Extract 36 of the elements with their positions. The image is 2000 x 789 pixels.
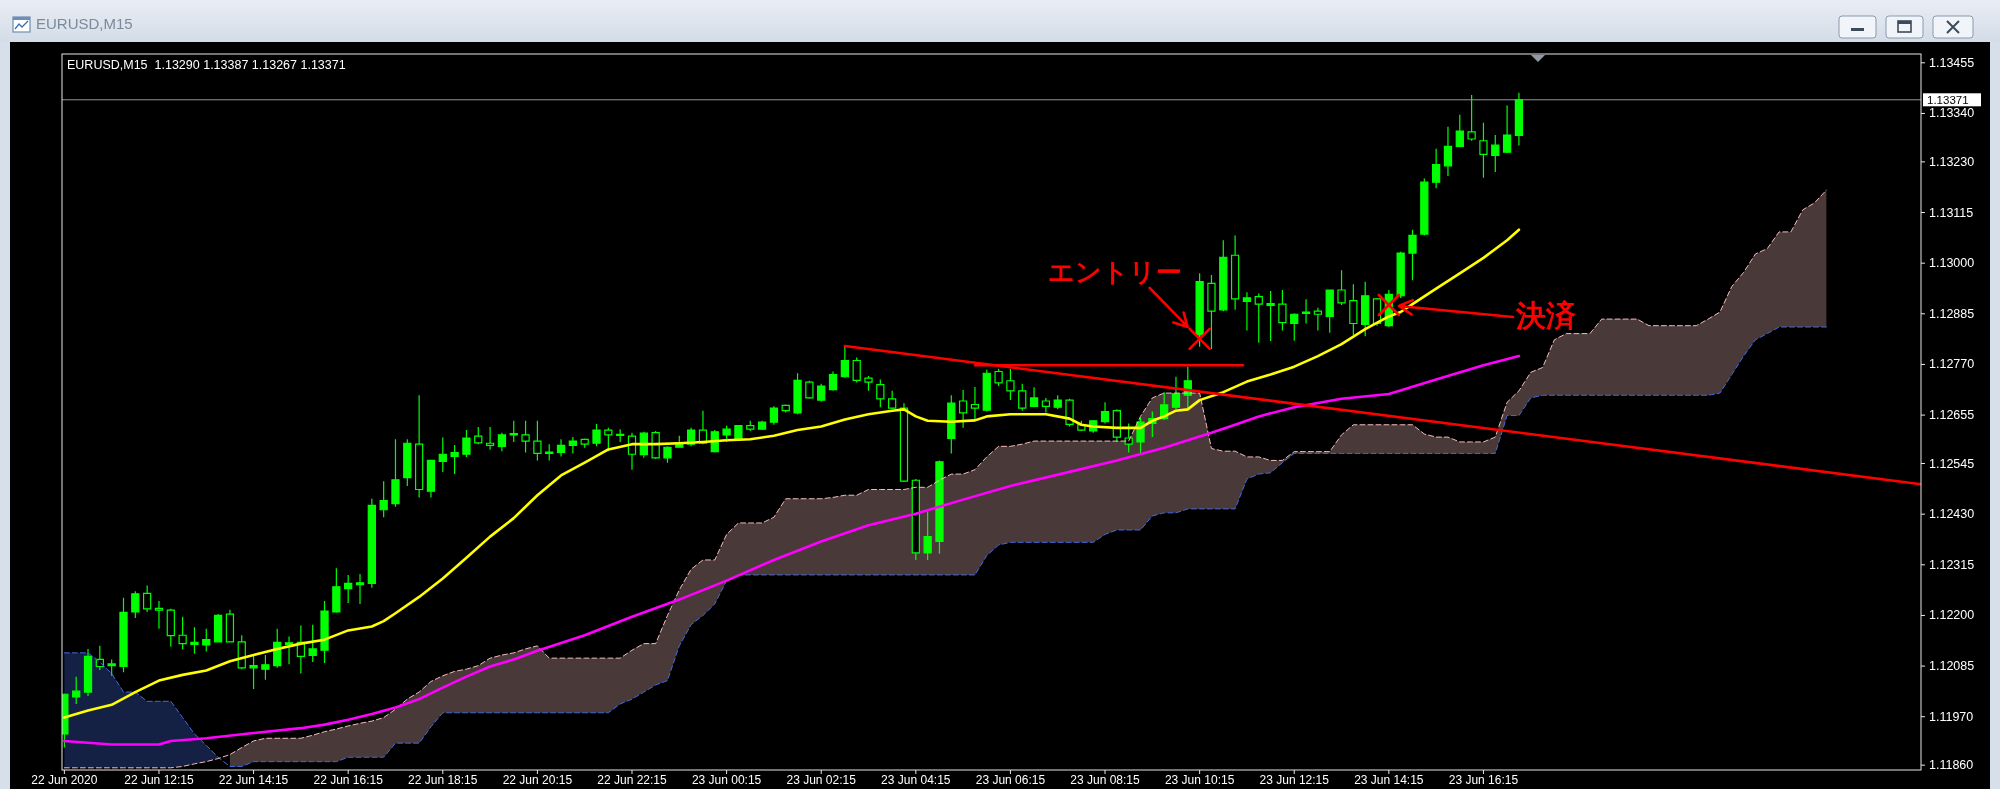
x-tick-label: 22 Jun 2020 xyxy=(31,773,98,787)
y-tick-label: 1.12200 xyxy=(1929,608,1975,623)
x-tick-label: 23 Jun 04:15 xyxy=(881,773,951,787)
y-tick-label: 1.12655 xyxy=(1929,408,1975,423)
x-tick-label: 22 Jun 16:15 xyxy=(313,773,384,787)
x-tick-label: 22 Jun 18:15 xyxy=(408,773,478,787)
y-tick-label: 1.13455 xyxy=(1929,55,1975,70)
chart-subtitle: EURUSD,M15 1.13290 1.13387 1.13267 1.13371 xyxy=(67,58,346,72)
y-tick-label: 1.13230 xyxy=(1929,154,1975,169)
ref-line-label: 1.13371 xyxy=(1927,93,1969,106)
y-tick-label: 1.11860 xyxy=(1929,758,1974,773)
x-tick-label: 22 Jun 20:15 xyxy=(502,773,573,787)
y-tick-label: 1.12315 xyxy=(1929,557,1975,572)
x-tick-label: 23 Jun 00:15 xyxy=(691,773,762,787)
annotation: 決済 xyxy=(1515,298,1576,333)
x-tick-label: 22 Jun 14:15 xyxy=(218,773,289,787)
x-tick-label: 23 Jun 12:15 xyxy=(1259,773,1330,787)
x-tick-label: 23 Jun 10:15 xyxy=(1164,773,1235,787)
x-tick-label: 23 Jun 08:15 xyxy=(1070,773,1141,787)
y-tick-label: 1.12430 xyxy=(1929,507,1975,522)
annotation: エントリー xyxy=(1047,256,1182,287)
y-tick-label: 1.12885 xyxy=(1929,306,1975,321)
x-tick-label: 23 Jun 02:15 xyxy=(786,773,857,787)
x-tick-label: 23 Jun 16:15 xyxy=(1448,773,1519,787)
y-tick-label: 1.13000 xyxy=(1929,256,1975,271)
y-tick-label: 1.12770 xyxy=(1929,357,1975,372)
y-tick-label: 1.12545 xyxy=(1929,456,1975,471)
x-tick-label: 23 Jun 14:15 xyxy=(1354,773,1424,787)
x-tick-label: 23 Jun 06:15 xyxy=(975,773,1046,787)
y-tick-label: 1.12085 xyxy=(1929,659,1975,674)
y-tick-label: 1.13115 xyxy=(1929,205,1974,220)
y-tick-label: 1.13340 xyxy=(1929,106,1975,121)
chart-title: EURUSD,M15 xyxy=(36,15,133,32)
y-tick-label: 1.11970 xyxy=(1929,709,1974,724)
x-tick-label: 22 Jun 12:15 xyxy=(124,773,194,787)
x-tick-label: 22 Jun 22:15 xyxy=(597,773,668,787)
